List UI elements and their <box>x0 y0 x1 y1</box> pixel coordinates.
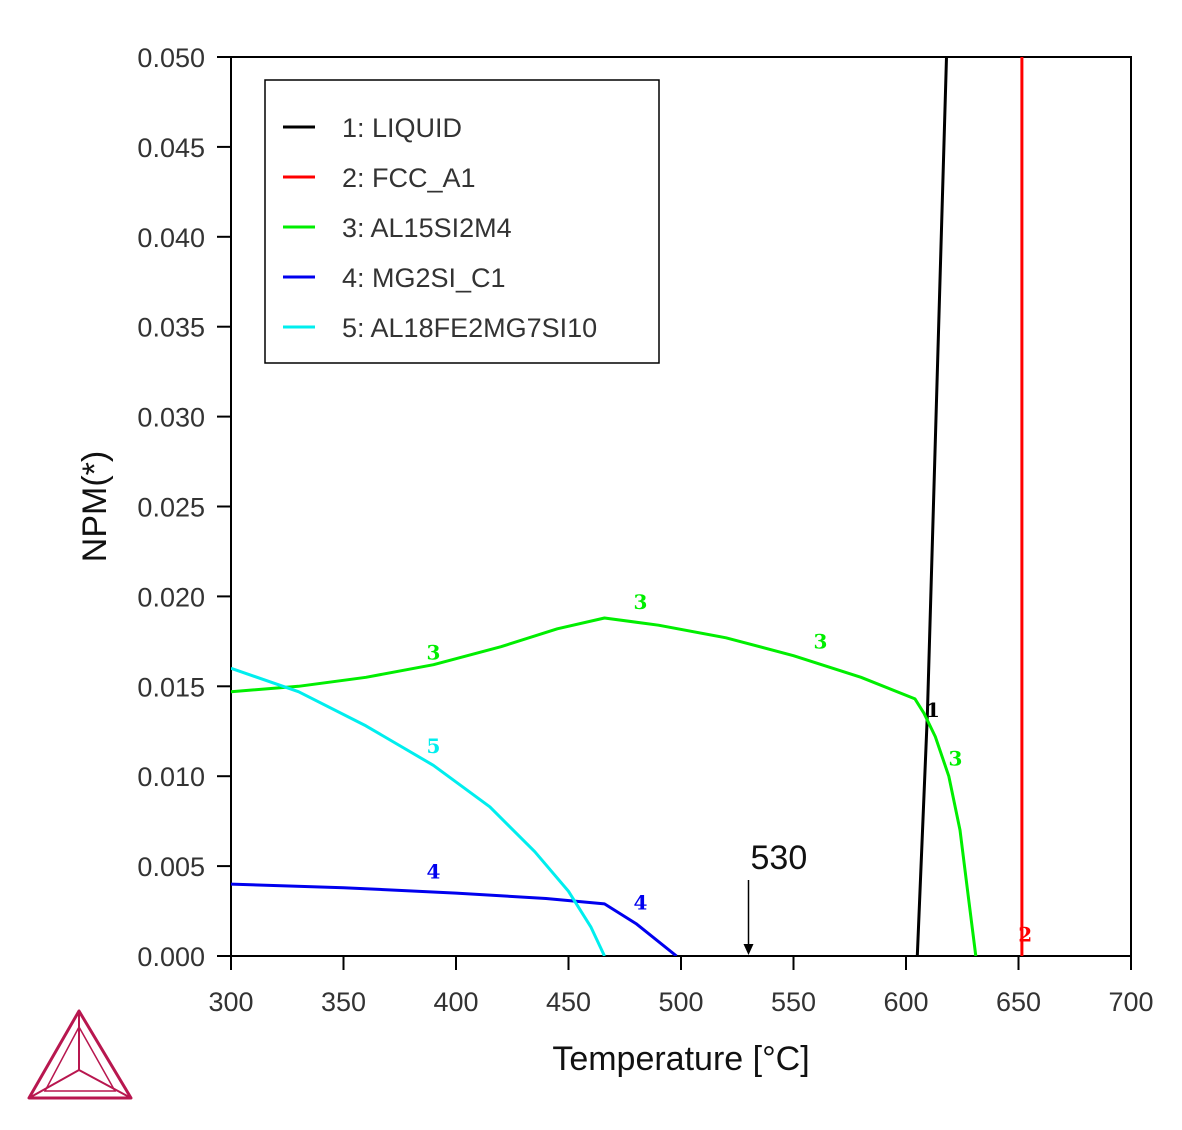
annotation-arrowhead <box>743 944 754 955</box>
series-line-3 <box>231 616 978 956</box>
curve-label-3: 3 <box>814 630 828 654</box>
y-tick-label: 0.000 <box>137 942 205 972</box>
y-tick-label: 0.030 <box>137 403 205 433</box>
legend-entry-1: 1: LIQUID <box>342 113 462 143</box>
legend-entry-2: 2: FCC_A1 <box>342 163 476 193</box>
axes: 300 350 400 450 500 550 600 650 700 0.000 0.005 0.0… <box>76 43 1154 1078</box>
x-tick-label: 500 <box>658 987 703 1017</box>
y-tick-label: 0.045 <box>137 133 205 163</box>
thermo-calc-logo-icon <box>27 1009 133 1100</box>
curve-label-4: 4 <box>427 860 441 884</box>
series-group <box>231 57 1024 956</box>
x-tick-label: 450 <box>546 987 591 1017</box>
curve-label-1: 1 <box>926 698 940 722</box>
x-tick-label: 600 <box>883 987 928 1017</box>
x-tick-label: 350 <box>321 987 366 1017</box>
x-tick-label: 400 <box>433 987 478 1017</box>
series-line-5 <box>231 666 606 956</box>
curve-label-3: 3 <box>949 746 963 770</box>
curve-label-3: 3 <box>427 640 441 664</box>
y-tick-label: 0.020 <box>137 582 205 612</box>
legend-entry-4: 4: MG2SI_C1 <box>342 263 506 293</box>
y-tick-label: 0.005 <box>137 852 205 882</box>
curve-label-4: 4 <box>634 890 648 914</box>
legend: 1: LIQUID 2: FCC_A1 3: AL15SI2M4 4: MG2SI_C… <box>264 79 660 364</box>
x-tick-label: 300 <box>208 987 253 1017</box>
y-tick-label: 0.040 <box>137 223 205 253</box>
y-tick-label: 0.025 <box>137 493 205 523</box>
curve-labels: 1 2 3 3 3 3 4 4 5 <box>427 590 1033 947</box>
curve-label-5: 5 <box>427 734 441 758</box>
x-tick-label: 700 <box>1108 987 1153 1017</box>
y-tick-label: 0.050 <box>137 43 205 73</box>
legend-entry-5: 5: AL18FE2MG7SI10 <box>342 313 597 343</box>
y-axis-title: NPM(*) <box>76 451 114 562</box>
y-tick-label: 0.015 <box>137 672 205 702</box>
x-axis-title: Temperature [°C] <box>552 1040 809 1078</box>
curve-label-3: 3 <box>634 590 648 614</box>
legend-box <box>264 79 660 364</box>
series-line-1 <box>915 57 948 956</box>
y-tick-label: 0.010 <box>137 762 205 792</box>
x-tick-label: 650 <box>996 987 1041 1017</box>
y-tick-label: 0.035 <box>137 313 205 343</box>
legend-entry-3: 3: AL15SI2M4 <box>342 213 512 243</box>
x-tick-label: 550 <box>771 987 816 1017</box>
series-line-4 <box>231 882 678 956</box>
curve-label-2: 2 <box>1018 923 1032 947</box>
annotations: 530 <box>743 839 808 955</box>
annotation-text: 530 <box>751 839 808 877</box>
